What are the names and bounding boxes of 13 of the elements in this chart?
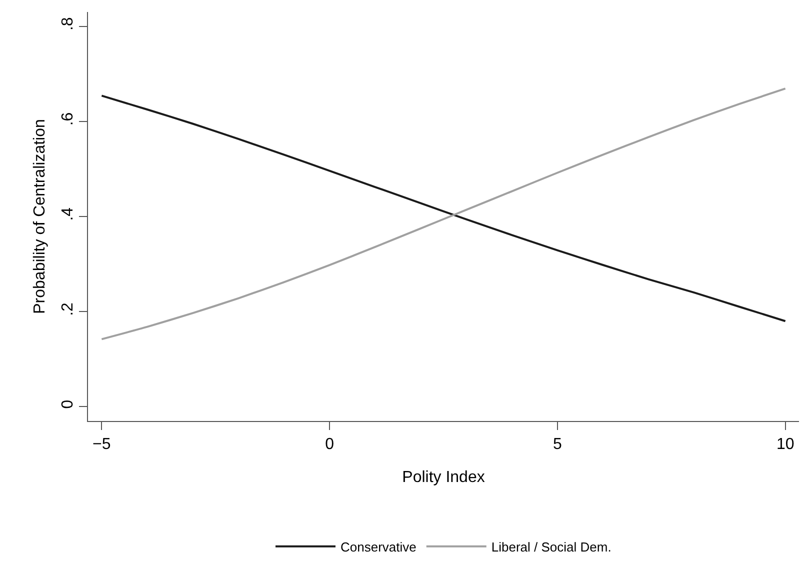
y-tick-label: 0	[60, 400, 77, 409]
y-tick-label: .8	[60, 17, 77, 31]
x-axis-title: Polity Index	[402, 468, 485, 486]
legend-label: Liberal / Social Dem.	[491, 539, 612, 554]
y-tick-label: .2	[60, 302, 77, 316]
x-tick-label: 0	[325, 436, 334, 454]
y-axis-title: Probability of Centralization	[32, 119, 48, 314]
y-tick-label: .6	[60, 112, 77, 126]
x-tick-label: 5	[552, 436, 562, 454]
x-tick-label: −5	[92, 436, 111, 454]
x-tick-label: 10	[776, 436, 794, 454]
y-tick-label: .4	[60, 207, 77, 221]
legend-label: Conservative	[340, 539, 416, 554]
